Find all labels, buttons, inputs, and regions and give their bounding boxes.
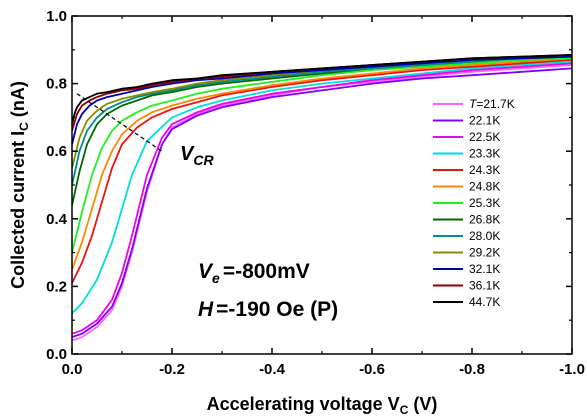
legend-label: 29.2K	[469, 246, 500, 260]
series-line-4	[71, 59, 573, 284]
legend-label: 25.3K	[469, 196, 500, 210]
x-axis-title: Accelerating voltage VC (V)	[207, 394, 438, 416]
y-tick-label: 0.2	[46, 278, 67, 295]
x-tick-label: 0.0	[62, 361, 83, 378]
x-tick-label: -0.8	[459, 361, 485, 378]
legend: T=21.7K 22.1K 22.5K 23.3K 24.3K 24.8K 25.3K 26.…	[433, 97, 515, 309]
series-line-8	[71, 55, 573, 186]
legend-label: 24.8K	[469, 180, 500, 194]
series-line-0	[71, 64, 573, 342]
vcr-annotation: VCR	[180, 143, 214, 168]
legend-label: 22.5K	[469, 130, 500, 144]
series-layer	[71, 54, 573, 342]
y-axis-title: Collected current IC (nA)	[8, 81, 31, 289]
series-line-6	[71, 57, 573, 253]
legend-label: 36.1K	[469, 279, 500, 293]
legend-label: 23.3K	[469, 147, 500, 161]
x-tick-label: -0.6	[359, 361, 385, 378]
legend-label: T=21.7K	[469, 97, 515, 111]
x-tick-label: -1.0	[559, 361, 585, 378]
vcr-dashed-line	[76, 93, 163, 152]
legend-label: 28.0K	[469, 229, 500, 243]
h-field-annotation: H =-190 Oe (P)	[198, 298, 338, 321]
y-tick-label: 0.4	[46, 211, 68, 228]
legend-label: 44.7K	[469, 295, 500, 309]
series-line-1	[71, 67, 573, 338]
legend-label: 24.3K	[469, 163, 500, 177]
legend-label: 26.8K	[469, 213, 500, 227]
y-tick-label: 0.0	[46, 346, 67, 363]
x-tick-label: -0.4	[259, 361, 286, 378]
y-tick-label: 1.0	[46, 8, 67, 25]
series-line-10	[71, 55, 573, 145]
y-tick-label: 0.6	[46, 143, 67, 160]
x-tick-label: -0.2	[159, 361, 185, 378]
x-ticks: 0.0 -0.2 -0.4 -0.6 -0.8 -1.0	[62, 16, 585, 378]
legend-label: 32.1K	[469, 262, 500, 276]
series-line-5	[71, 57, 573, 270]
y-ticks: 0.0 0.2 0.4 0.6 0.8 1.0	[46, 8, 572, 363]
y-tick-label: 0.8	[46, 76, 67, 93]
ve-annotation: Ve =-800mV	[198, 260, 310, 286]
series-line-2	[71, 62, 573, 335]
series-line-12	[71, 54, 573, 125]
legend-label: 22.1K	[469, 114, 500, 128]
series-line-3	[71, 60, 573, 315]
